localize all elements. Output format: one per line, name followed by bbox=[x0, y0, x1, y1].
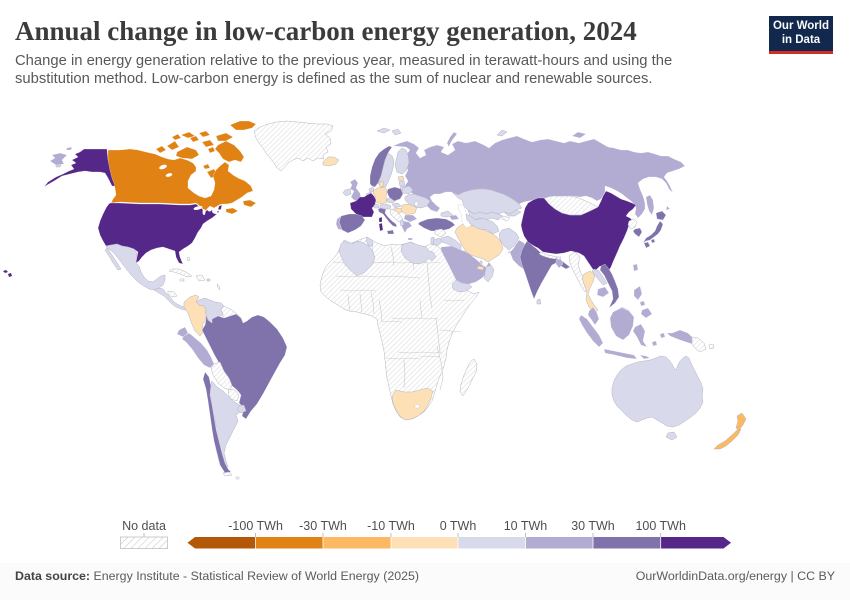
svg-text:10 TWh: 10 TWh bbox=[504, 519, 548, 533]
svg-text:-30 TWh: -30 TWh bbox=[299, 519, 347, 533]
svg-text:No data: No data bbox=[122, 519, 166, 533]
svg-text:-10 TWh: -10 TWh bbox=[367, 519, 415, 533]
svg-text:-100 TWh: -100 TWh bbox=[228, 519, 283, 533]
svg-text:0 TWh: 0 TWh bbox=[440, 519, 477, 533]
svg-text:30 TWh: 30 TWh bbox=[571, 519, 615, 533]
svg-text:100 TWh: 100 TWh bbox=[635, 519, 686, 533]
